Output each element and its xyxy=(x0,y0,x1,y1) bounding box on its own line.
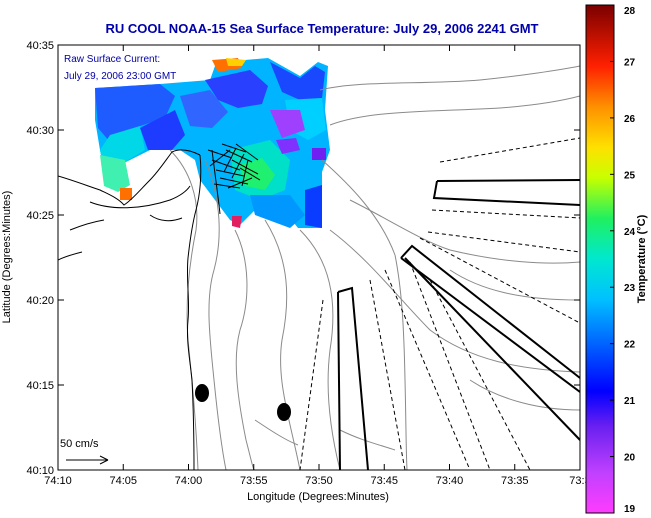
x-tick-label: 73:45 xyxy=(370,475,398,487)
sst-data-patch xyxy=(95,58,330,228)
colorbar-tick-label: 23 xyxy=(624,283,636,294)
x-axis-ticks: 74:10 74:05 74:00 73:55 73:50 73:45 73:40 73:35… xyxy=(44,45,591,487)
x-tick-label: 74:00 xyxy=(175,475,203,487)
colorbar-tick-label: 25 xyxy=(624,170,636,181)
coastline xyxy=(58,149,221,470)
colorbar-tick-label: 21 xyxy=(624,396,636,407)
map-area: 50 cm/s Raw Surface Current: July 29, 20… xyxy=(58,45,580,470)
buoy-marker-2 xyxy=(277,403,291,421)
y-tick-label: 40:25 xyxy=(26,210,54,222)
current-annotation-line2: July 29, 2006 23:00 GMT xyxy=(64,71,176,82)
colorbar-tick-label: 19 xyxy=(624,504,636,515)
y-tick-label: 40:15 xyxy=(26,380,54,392)
y-tick-label: 40:35 xyxy=(26,40,54,52)
buoy-marker-1 xyxy=(195,384,209,402)
surface-current-vectors xyxy=(207,143,261,189)
y-tick-label: 40:20 xyxy=(26,295,54,307)
y-tick-label: 40:30 xyxy=(26,125,54,137)
colorbar-tick-label: 20 xyxy=(624,453,636,464)
colorbar-label: Temperature (°C) xyxy=(636,214,648,303)
x-tick-label: 73:35 xyxy=(501,475,529,487)
current-scale-label: 50 cm/s xyxy=(60,438,99,450)
x-tick-label: 73:55 xyxy=(240,475,268,487)
current-annotation-line1: Raw Surface Current: xyxy=(64,54,160,65)
colorbar-tick-label: 28 xyxy=(624,6,636,17)
colorbar-tick-label: 27 xyxy=(624,57,636,68)
colorbar-tick-label: 24 xyxy=(624,227,636,238)
current-scale-arrow xyxy=(66,455,109,465)
y-axis-ticks: 40:35 40:30 40:25 40:20 40:15 40:10 xyxy=(26,40,580,477)
x-tick-label: 73:50 xyxy=(305,475,333,487)
x-tick-label: 74:10 xyxy=(44,475,72,487)
x-tick-label: 73:40 xyxy=(436,475,464,487)
map-title: RU COOL NOAA-15 Sea Surface Temperature:… xyxy=(105,21,538,36)
y-axis-label: Latitude (Degrees:Minutes) xyxy=(1,191,13,324)
x-axis-label: Longitude (Degrees:Minutes) xyxy=(247,491,389,503)
colorbar xyxy=(585,4,615,514)
colorbar-tick-label: 26 xyxy=(624,114,636,125)
x-tick-label: 74:05 xyxy=(109,475,137,487)
colorbar-ticks: 28 27 26 25 24 23 22 21 20 19 xyxy=(610,4,636,515)
x-tick-label: 73:3 xyxy=(569,475,590,487)
survey-transects xyxy=(299,137,580,470)
colorbar-tick-label: 22 xyxy=(624,340,636,351)
y-tick-label: 40:10 xyxy=(26,465,54,477)
